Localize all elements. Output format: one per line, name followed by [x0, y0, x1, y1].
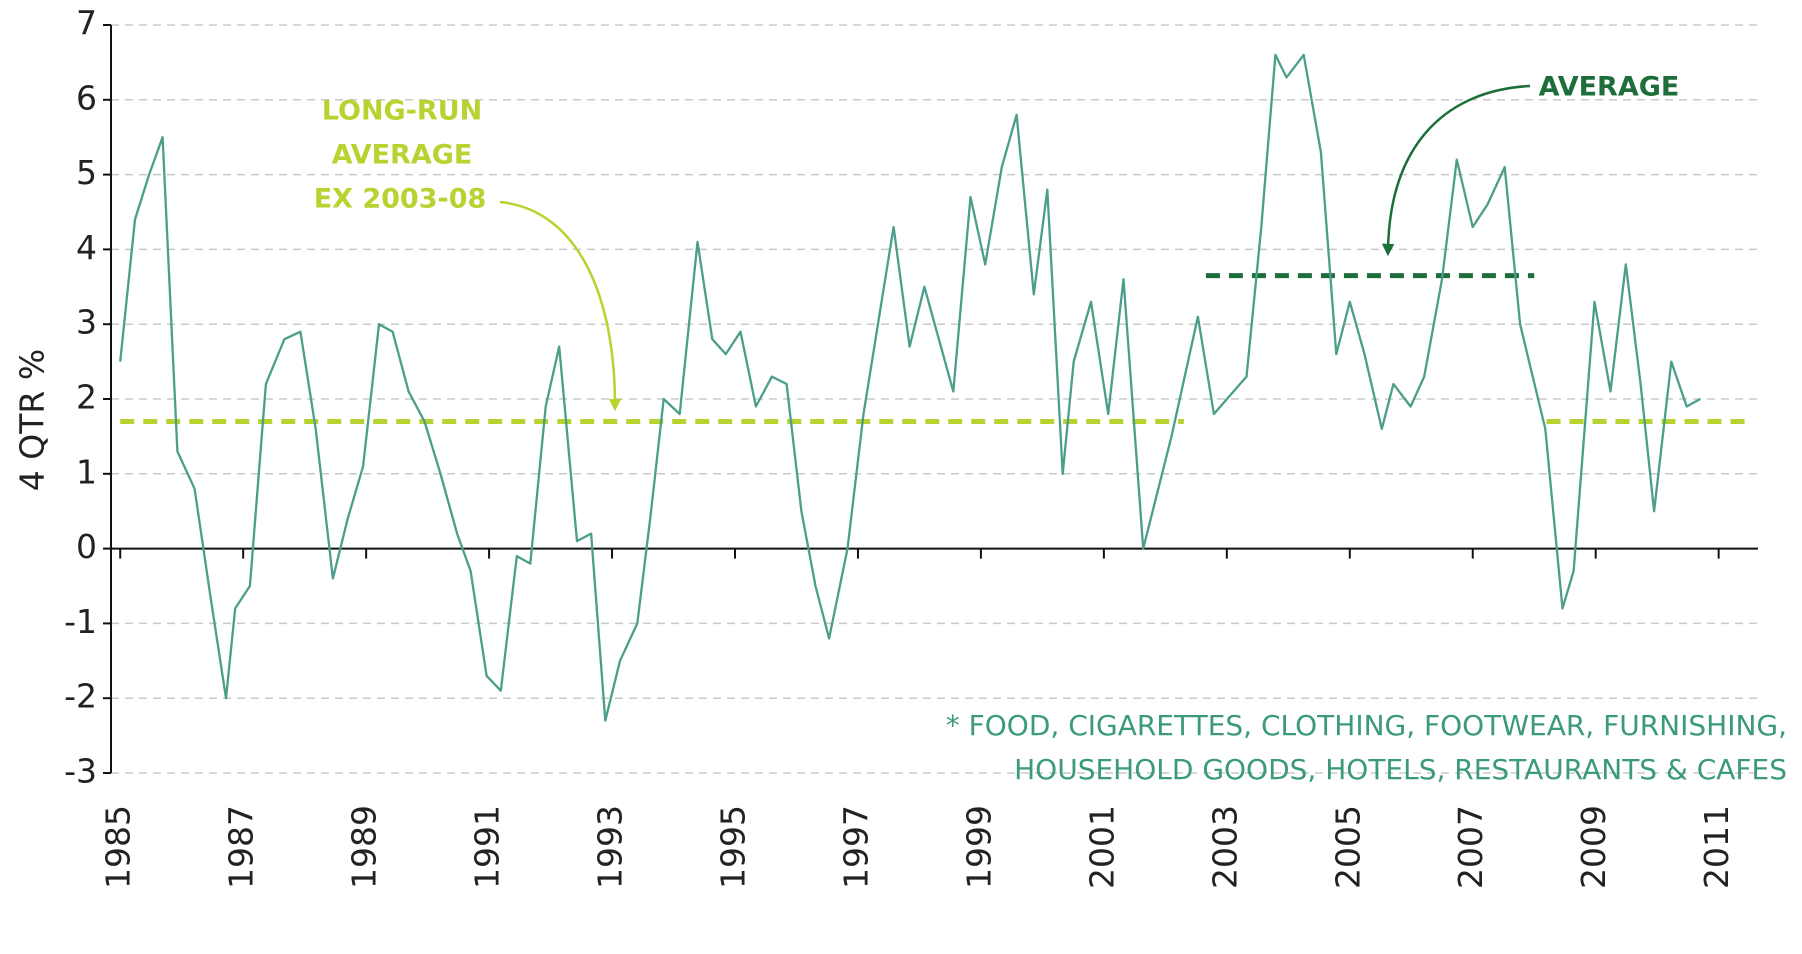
y-tick-label: -2	[64, 677, 97, 716]
x-tick-label: 2003	[1205, 805, 1244, 889]
footnote-line: HOUSEHOLD GOODS, HOTELS, RESTAURANTS & C…	[1014, 753, 1787, 786]
arrow	[1381, 84, 1531, 257]
y-tick-label: 7	[76, 4, 97, 43]
y-tick-label: -1	[64, 602, 97, 641]
y-tick-label: 2	[76, 378, 97, 417]
x-tick-label: 1995	[714, 805, 753, 889]
average-label: AVERAGE	[1539, 72, 1680, 103]
y-tick-label: 0	[76, 527, 97, 566]
y-tick-label: 4	[76, 228, 97, 267]
annotation: EX 2003-08	[314, 184, 487, 215]
x-tick-label: 1989	[345, 805, 384, 889]
data-line	[119, 53, 1701, 722]
x-tick-label: 1985	[99, 805, 138, 889]
y-tick-label: -3	[64, 752, 97, 791]
y-tick-label: 1	[76, 452, 97, 491]
long-run-label: LONG-RUN AVERAGE EX 2003-08	[314, 96, 487, 215]
y-tick-label: 6	[76, 78, 97, 117]
x-tick-label: 1991	[468, 805, 507, 889]
x-tick-label: 1999	[959, 805, 998, 889]
y-axis-label: 4 QTR %	[13, 349, 52, 491]
x-tick-label: 1997	[836, 805, 875, 889]
x-tick-label: 1993	[591, 805, 630, 889]
x-tick-label: 2005	[1328, 805, 1367, 889]
y-tick-label: 5	[76, 153, 97, 192]
annotation: AVERAGE	[332, 140, 473, 171]
arrow	[499, 200, 622, 412]
x-tick-label: 2009	[1574, 805, 1613, 889]
plot: -3 -2 -1 0 1 2 3 4 5 6 7 1985 1987 1989 1991 1993 1995 19…	[64, 4, 1758, 889]
footnote: * FOOD, CIGARETTES, CLOTHING, FOOTWEAR, …	[946, 709, 1787, 786]
y-tick-label: 3	[76, 303, 97, 342]
x-tick-label: 2001	[1082, 805, 1121, 889]
x-tick-label: 2007	[1451, 805, 1490, 889]
footnote-line: * FOOD, CIGARETTES, CLOTHING, FOOTWEAR, …	[946, 709, 1787, 742]
annotation: LONG-RUN	[322, 96, 482, 127]
x-tick-label: 2011	[1697, 805, 1736, 889]
x-tick-label: 1987	[222, 805, 261, 889]
